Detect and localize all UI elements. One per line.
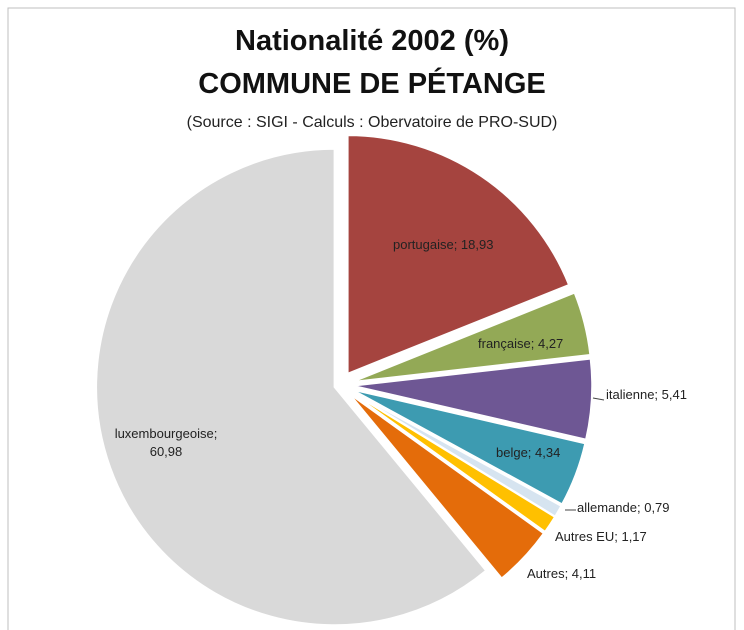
pie-slice: [351, 392, 556, 533]
pie-slice: [95, 148, 487, 626]
chart-subtitle: COMMUNE DE PÉTANGE: [198, 66, 545, 100]
pie-slice: [352, 389, 586, 505]
pie-slice: [353, 358, 593, 441]
data-label: Autres EU; 1,17: [555, 529, 647, 544]
chart-source: (Source : SIGI - Calculs : Obervatoire d…: [187, 114, 558, 131]
pie-slice: [353, 292, 591, 383]
data-label: Autres; 4,11: [527, 566, 597, 581]
chart-frame: [7, 7, 736, 630]
leader-line: [592, 397, 605, 401]
data-label: italienne; 5,41: [606, 387, 687, 402]
pie-slice: [351, 391, 563, 518]
pie-slice: [349, 393, 545, 580]
data-label: allemande; 0,79: [577, 500, 670, 515]
data-label: française; 4,27: [478, 336, 564, 351]
data-label: belge; 4,34: [496, 445, 561, 460]
pie-slice: [347, 134, 570, 375]
chart-title: Nationalité 2002 (%): [235, 25, 509, 57]
data-label: luxembourgeoise; 60,98: [114, 426, 218, 459]
data-label: portugaise; 18,93: [393, 237, 494, 252]
